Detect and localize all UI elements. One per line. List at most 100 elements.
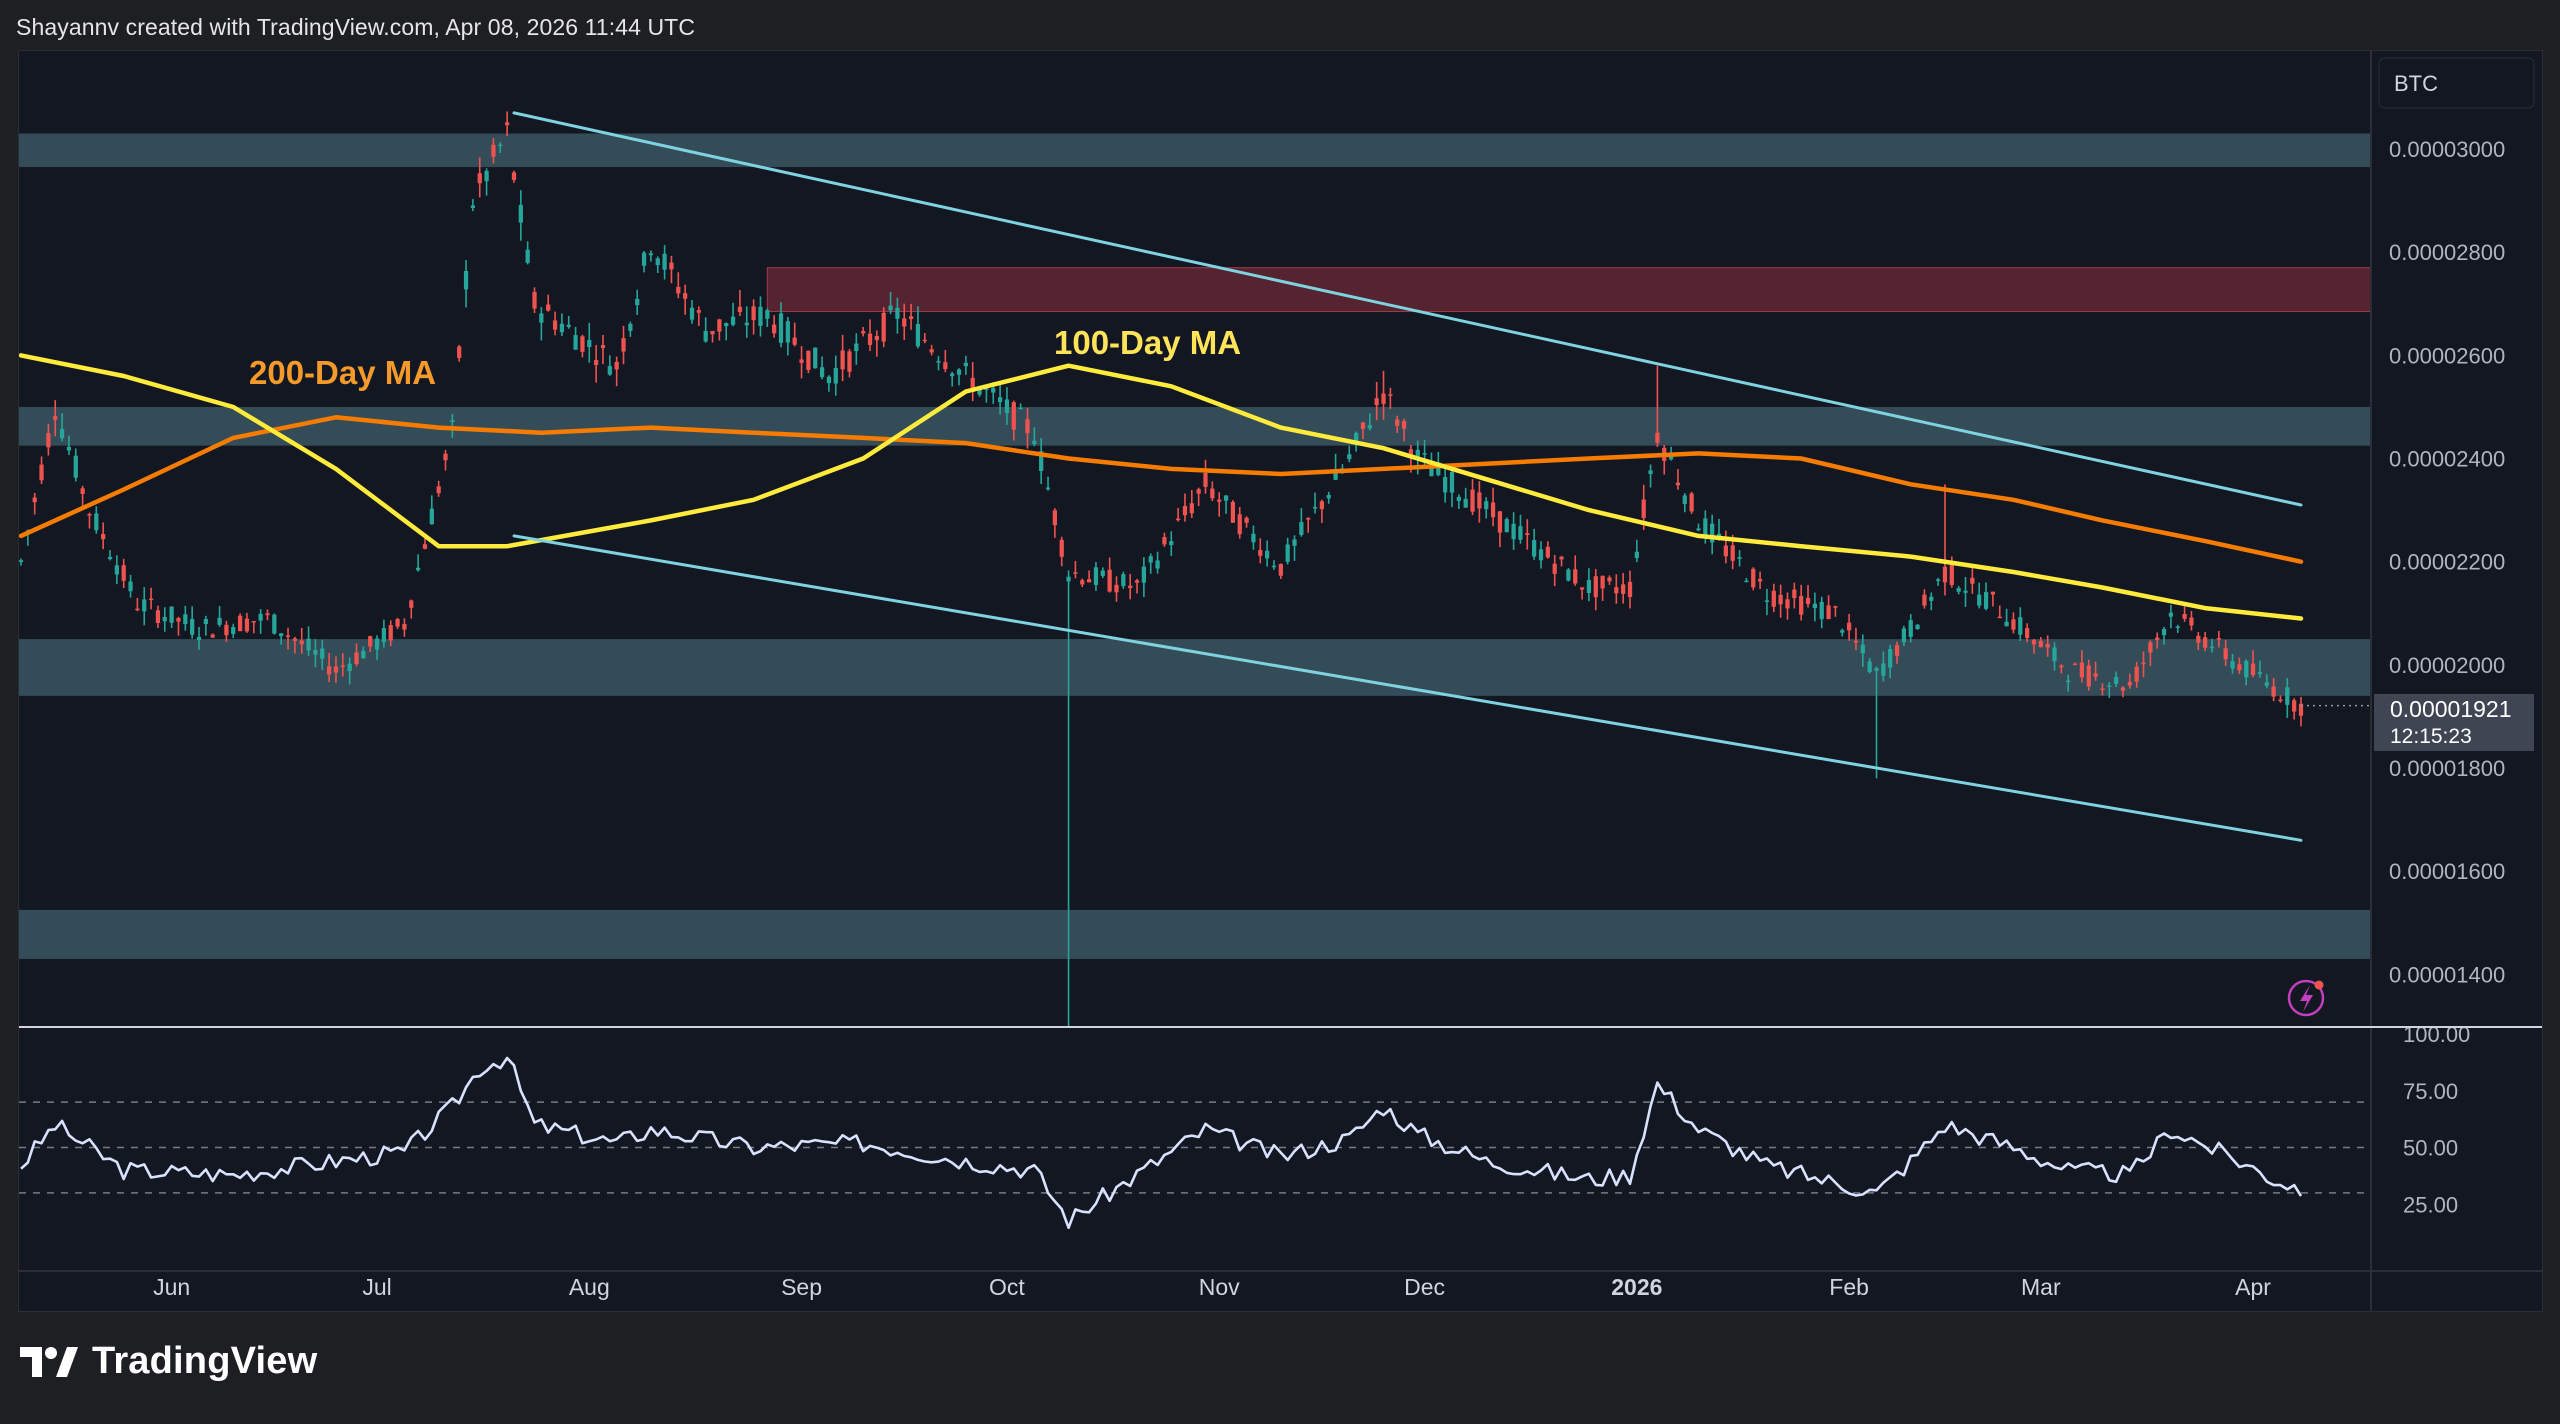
candle-body: [1388, 394, 1393, 396]
candle-up: [66, 435, 72, 456]
candle-up: [381, 619, 387, 648]
candle-body: [806, 350, 811, 370]
candle-down: [80, 485, 85, 507]
tradingview-logo[interactable]: TradingView: [20, 1340, 317, 1383]
candle-body: [1011, 402, 1016, 430]
candle-down: [1497, 510, 1503, 548]
candle-body: [1045, 487, 1051, 490]
candle-body: [409, 600, 414, 608]
candle-body: [2079, 662, 2085, 678]
candle-body: [908, 316, 914, 320]
candle-down: [1080, 578, 1085, 588]
candle-body: [703, 330, 708, 342]
tradingview-logo-icon: [20, 1346, 78, 1377]
rsi-tick-label: 25.00: [2403, 1192, 2458, 1217]
candle-body: [1155, 560, 1160, 569]
candle-down: [237, 613, 243, 632]
chart-frame[interactable]: 100.00 75.00 50.00 25.00 0.00003000 0.000028…: [18, 50, 2543, 1312]
candle-body: [155, 610, 161, 623]
candle-body: [361, 650, 366, 659]
candle-up: [628, 321, 633, 337]
candle-down: [422, 538, 428, 550]
candle-down: [1182, 493, 1188, 522]
candle-body: [1169, 541, 1174, 546]
candle-body: [1634, 551, 1639, 559]
candle-down: [402, 618, 407, 637]
candle-up: [320, 639, 325, 671]
candle-down: [1477, 481, 1482, 523]
candle-up: [559, 313, 565, 337]
candle-up: [306, 626, 311, 657]
candle-body: [1853, 640, 1859, 643]
candle-up: [1908, 614, 1913, 643]
candle-up: [450, 413, 455, 438]
candle-body: [730, 316, 736, 325]
candle-down: [1792, 582, 1797, 609]
candle-up: [1032, 427, 1037, 447]
candle-down: [943, 349, 948, 373]
candle-body: [1983, 592, 1989, 609]
candle-down: [1011, 400, 1016, 441]
candle-body: [1538, 549, 1544, 561]
candle-body: [648, 253, 654, 256]
candle-up: [1223, 495, 1229, 514]
candle-body: [717, 319, 722, 332]
candle-down: [1306, 517, 1311, 533]
candle-body: [2134, 666, 2139, 682]
candle-down: [2189, 610, 2194, 631]
candle-up: [1867, 657, 1872, 674]
candle-up: [1484, 497, 1489, 519]
candle-body: [498, 144, 503, 147]
candle-body: [2100, 688, 2105, 690]
candle-body: [621, 338, 626, 352]
candle-body: [1532, 540, 1537, 557]
candle-up: [703, 317, 708, 343]
candle-body: [662, 253, 667, 270]
candle-body: [1484, 501, 1489, 510]
candle-body: [1312, 506, 1318, 509]
lightning-alert-icon[interactable]: [2287, 979, 2325, 1017]
candle-up: [1819, 596, 1824, 629]
candle-body: [1347, 454, 1352, 460]
candle-up: [888, 291, 893, 315]
candle-body: [1306, 518, 1311, 520]
candle-body: [1860, 644, 1865, 654]
candle-body: [1579, 587, 1585, 590]
candle-body: [32, 497, 37, 503]
candle-body: [484, 170, 489, 182]
candle-down: [1401, 418, 1407, 442]
candle-up: [1518, 514, 1523, 544]
candle-down: [1490, 487, 1496, 527]
candle-up: [107, 550, 113, 561]
currency-badge[interactable]: BTC: [2394, 71, 2438, 96]
candle-body: [1032, 440, 1037, 444]
candle-down: [922, 332, 927, 344]
candle-up: [2018, 607, 2023, 642]
candle-body: [724, 322, 729, 327]
time-tick-label: Jul: [362, 1274, 391, 1300]
candle-body: [1518, 526, 1523, 540]
candle-body: [1682, 495, 1687, 504]
candle-down: [1059, 536, 1064, 567]
candle-up: [655, 256, 660, 274]
candle-body: [2127, 681, 2132, 686]
candle-body: [1703, 518, 1708, 536]
candle-body: [943, 362, 948, 370]
chart-svg[interactable]: 100.00 75.00 50.00 25.00 0.00003000 0.000028…: [19, 51, 2542, 1311]
candle-body: [751, 306, 756, 321]
candle-body: [470, 205, 476, 208]
candle-down: [1846, 613, 1852, 641]
candle-body: [977, 387, 982, 395]
candle-up: [1347, 445, 1352, 463]
candle-body: [1128, 585, 1133, 589]
candle-down: [1128, 573, 1133, 600]
candle-body: [1559, 556, 1564, 560]
candle-down: [532, 287, 537, 314]
candle-down: [2134, 661, 2139, 688]
candle-down: [176, 616, 181, 636]
support-zone-4: [19, 909, 2371, 959]
candle-body: [1833, 606, 1838, 608]
candle-up: [190, 606, 195, 639]
candle-body: [2031, 639, 2037, 645]
candle-body: [1511, 523, 1516, 540]
